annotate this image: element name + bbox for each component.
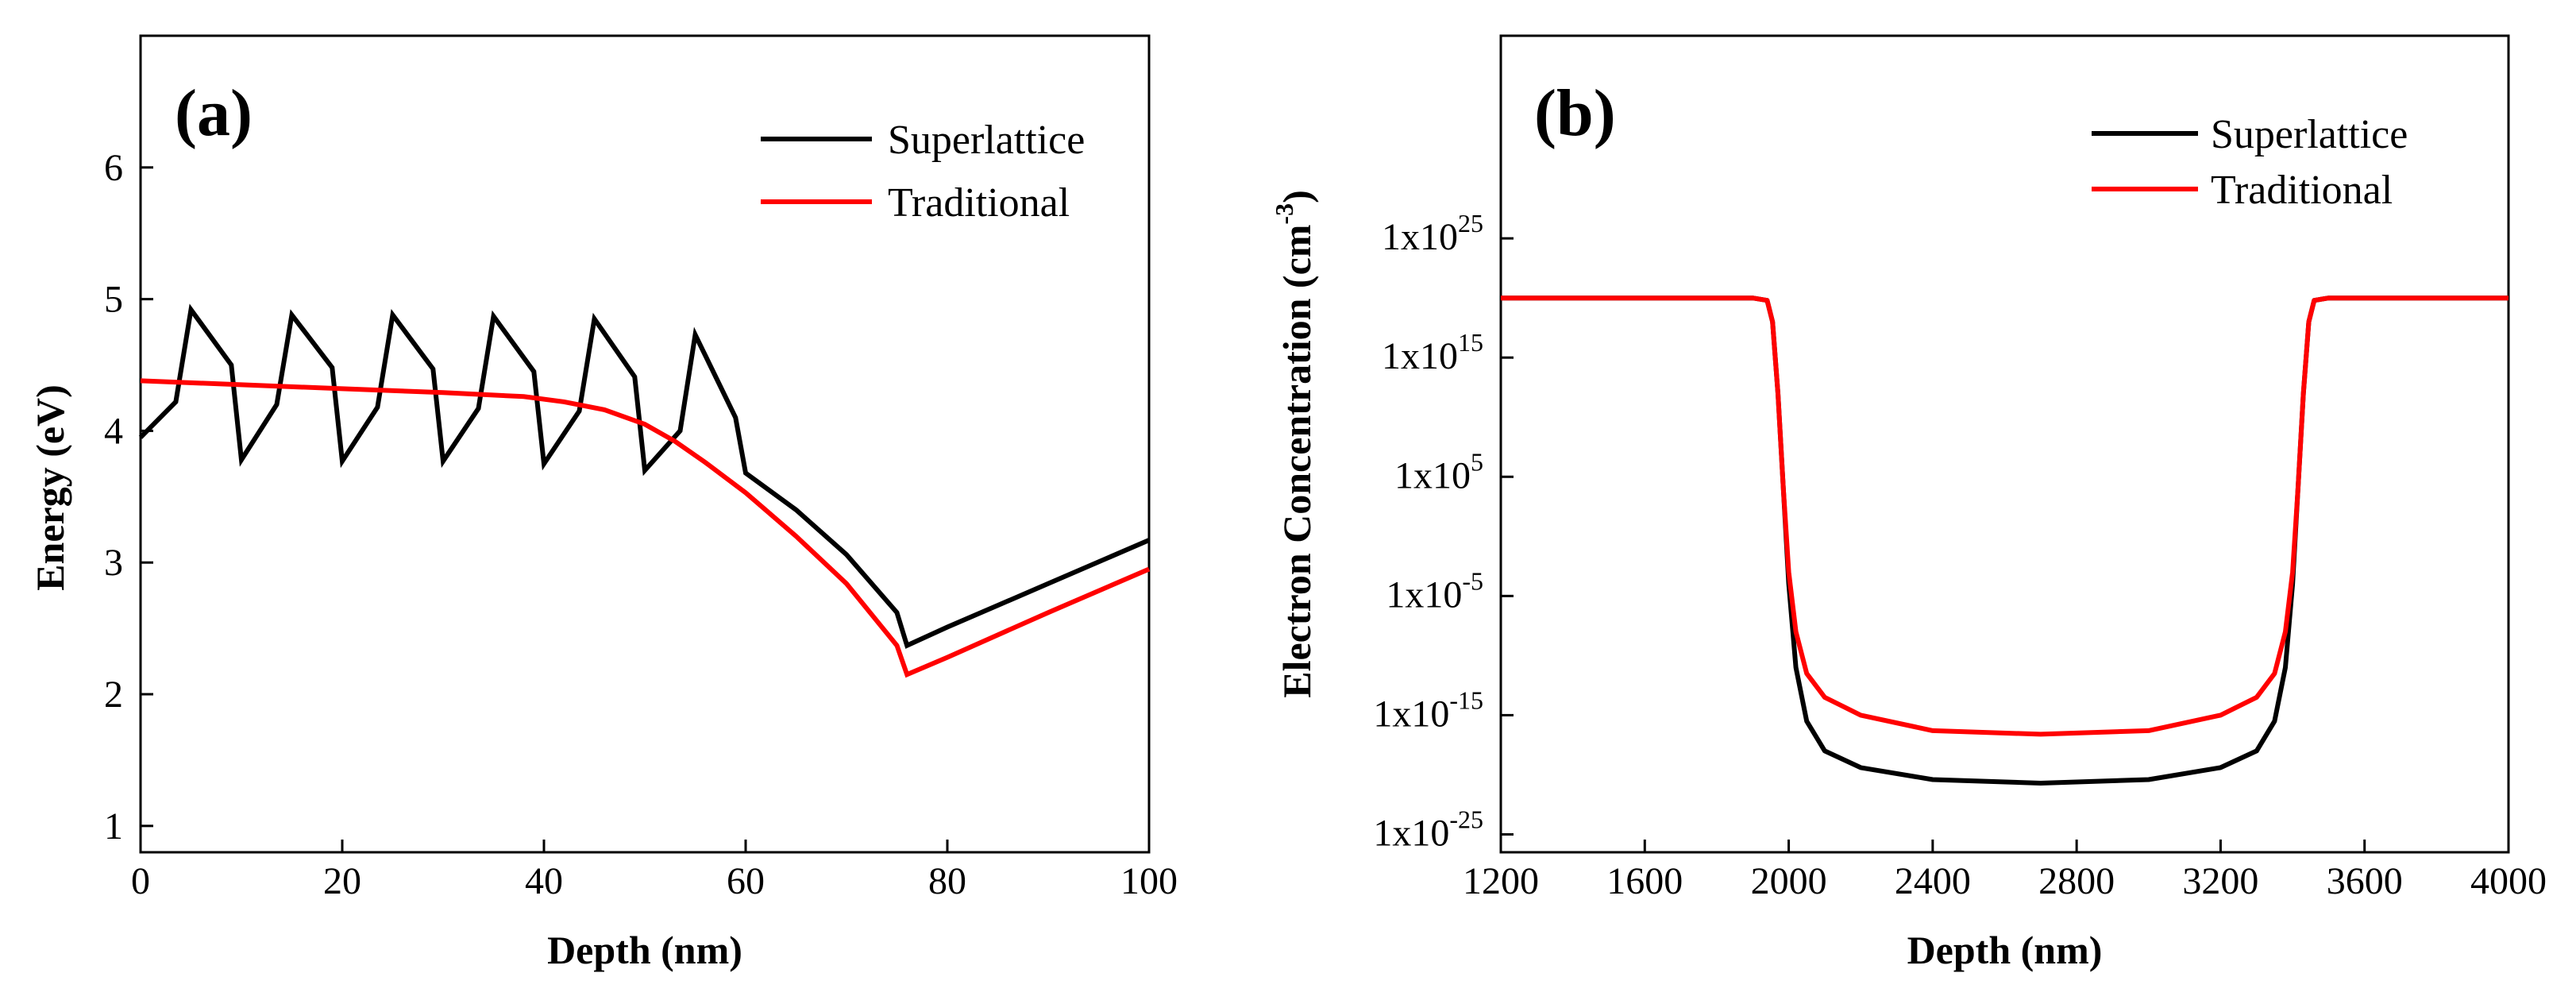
x-axis-title: Depth (nm): [547, 928, 742, 972]
y-tick-label-base: 1x10: [1373, 812, 1449, 854]
y-tick-label-base: 1x10: [1386, 573, 1462, 616]
panel-label: (b): [1534, 76, 1616, 150]
y-axis-title: Energy (eV): [28, 384, 72, 591]
panel-b-frame: [1499, 34, 2510, 854]
y-tick-label-exponent: -15: [1449, 685, 1483, 714]
x-tick-label: 20: [323, 860, 361, 902]
panel-a-frame: [139, 34, 1151, 854]
panel-label: (a): [175, 76, 253, 150]
y-tick-label: 2: [104, 674, 123, 716]
x-tick-label: 40: [525, 860, 563, 902]
x-tick-label: 4000: [2470, 860, 2547, 902]
x-tick-label: 2400: [1895, 860, 1971, 902]
x-tick-label: 3600: [2327, 860, 2403, 902]
x-tick-label: 1600: [1606, 860, 1683, 902]
y-axis-title: Electron Concentration (cm-3): [1270, 190, 1319, 698]
legend-label-superlattice: Superlattice: [2211, 112, 2408, 157]
legend-label-superlattice: Superlattice: [888, 118, 1085, 163]
y-tick-label-exponent: 15: [1458, 328, 1483, 357]
x-tick-label: 60: [727, 860, 765, 902]
x-tick-label: 3200: [2182, 860, 2258, 902]
y-tick-label: 1x10-5: [1386, 566, 1483, 616]
y-tick-label-exponent: 5: [1471, 447, 1483, 476]
y-axis-title-close: ): [1275, 190, 1319, 203]
x-tick-label: 2800: [2038, 860, 2115, 902]
x-tick-label: 80: [928, 860, 966, 902]
series-line-traditional: [1501, 295, 2509, 737]
y-tick-label-exponent: -25: [1449, 805, 1483, 833]
x-tick-label: 2000: [1751, 860, 1827, 902]
y-tick-label: 1x1025: [1382, 209, 1483, 258]
y-axis-title-exponent: -3: [1270, 203, 1298, 225]
y-tick-label-base: 1x10: [1373, 693, 1449, 735]
series-line-superlattice: [138, 303, 1151, 649]
x-tick-label: 100: [1120, 860, 1178, 902]
legend-label-traditional: Traditional: [888, 180, 1070, 226]
y-tick-label-base: 1x10: [1394, 454, 1471, 496]
y-tick-label: 1x10-25: [1373, 805, 1483, 854]
y-tick-label: 1x10-15: [1373, 685, 1483, 735]
legend-label-traditional: Traditional: [2211, 168, 2393, 213]
y-tick-label: 3: [104, 542, 123, 584]
y-tick-label: 1x1015: [1382, 328, 1483, 377]
y-tick-label: 5: [104, 279, 123, 321]
y-tick-label: 1x105: [1394, 447, 1483, 496]
y-tick-label: 6: [104, 147, 123, 189]
series-line-traditional: [140, 378, 1151, 678]
x-tick-label: 0: [131, 860, 150, 902]
series-line-superlattice: [1501, 295, 2509, 786]
y-tick-label-exponent: 25: [1458, 209, 1483, 237]
y-tick-label: 4: [104, 410, 123, 452]
y-axis-title-main: Electron Concentration: [1275, 288, 1319, 698]
y-tick-label-exponent: -5: [1462, 566, 1483, 595]
y-tick-label-base: 1x10: [1382, 335, 1458, 377]
x-axis-title: Depth (nm): [1907, 928, 2103, 972]
panel-a: 0 20 40 60 80 100 1 2 3 4 5 6 Depth (nm) Energy (eV) (…: [28, 34, 1178, 972]
y-axis-title-unit: (cm: [1275, 225, 1319, 289]
y-tick-label-base: 1x10: [1382, 216, 1458, 258]
y-tick-label: 1: [104, 805, 123, 847]
panel-b: 1200 1600 2000 2400 2800 3200 3600 40001x10-251…: [1270, 34, 2547, 972]
x-tick-label: 1200: [1463, 860, 1539, 902]
